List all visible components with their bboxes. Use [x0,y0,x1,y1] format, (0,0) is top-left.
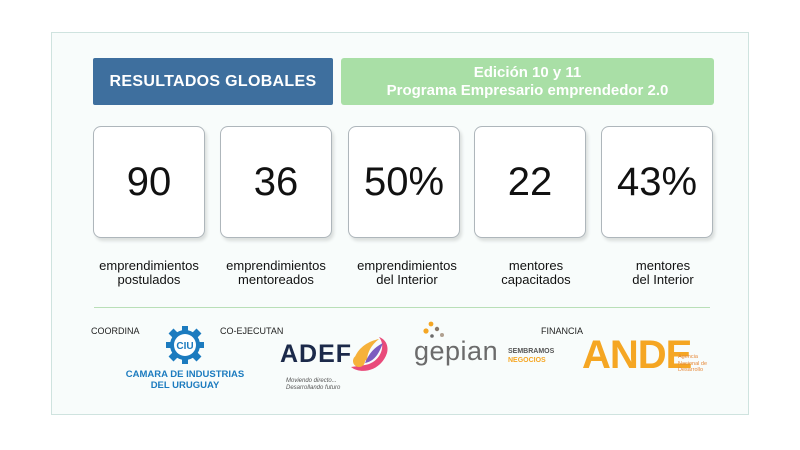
caption-line: postulados [117,272,181,287]
results-header: RESULTADOS GLOBALES [93,58,333,105]
stat-value: 36 [253,159,299,204]
stat-value: 90 [126,159,172,204]
caption-line: del Interior [632,272,694,287]
coordina-label: COORDINA [91,326,140,336]
caption-line: emprendimientos [226,258,326,273]
ande-subtitle: Agencia Nacional de Desarrollo [678,354,707,374]
gepian-dots-icon [423,321,444,338]
gepian-tagline: SEMBRAMOS NEGOCIOS [508,347,554,365]
caption-line: mentores [508,258,564,273]
stat-card-interior-emprendimientos: 50% [348,126,460,238]
adef-tagline-line: Moviendo directo... [286,378,337,384]
adef-tagline-line: Desarrollando futuro [286,385,341,391]
ande-logo: ANDE [582,333,692,377]
stat-caption: emprendimientos mentoreados [211,259,341,287]
edition-label: Edición 10 y 11 [473,63,582,81]
stat-caption: mentores del Interior [598,259,728,287]
stat-card-postulados: 90 [93,126,205,238]
adef-logo: ADEF [280,340,353,368]
caption-line: emprendimientos [357,258,457,273]
gepian-logo: gepian [414,336,499,366]
ciu-mark: CIU [176,341,193,352]
gepian-tag-line: SEMBRAMOS [508,348,555,355]
ciu-name-line: CAMARA DE INDUSTRIAS [125,369,245,380]
program-header: Edición 10 y 11 Programa Empresario empr… [341,58,714,105]
stat-card-interior-mentores: 43% [601,126,713,238]
ciu-logo: CAMARA DE INDUSTRIAS DEL URUGUAY [120,369,250,391]
stat-value: 22 [507,159,553,204]
ande-sub-line: Nacional de [678,360,708,367]
gepian-tag-line: NEGOCIOS [508,357,546,364]
coejecutan-label: CO-EJECUTAN [220,326,284,336]
ande-sub-line: Agencia [678,354,698,360]
caption-line: mentoreados [238,272,314,287]
ciu-gear-icon: CIU [166,326,204,364]
caption-line: mentores [635,258,691,273]
stat-value: 50% [363,159,445,204]
stat-value: 43% [616,159,698,204]
adef-swirl-icon [351,337,388,371]
caption-line: del Interior [376,272,438,287]
section-divider [94,307,710,308]
adef-tagline: Moviendo directo... Desarrollando futuro [286,378,340,392]
stat-card-mentoreados: 36 [220,126,332,238]
caption-line: capacitados [501,272,571,287]
program-label: Programa Empresario emprendedor 2.0 [386,81,669,99]
ande-sub-line: Desarrollo [678,367,704,373]
ciu-name-line: DEL URUGUAY [150,380,220,391]
financia-label: FINANCIA [541,326,584,336]
caption-line: emprendimientos [99,258,199,273]
stat-caption: emprendimientos del Interior [342,259,472,287]
stat-caption: mentores capacitados [471,259,601,287]
stat-card-capacitados: 22 [474,126,586,238]
results-title: RESULTADOS GLOBALES [109,72,317,90]
stat-caption: emprendimientos postulados [84,259,214,287]
